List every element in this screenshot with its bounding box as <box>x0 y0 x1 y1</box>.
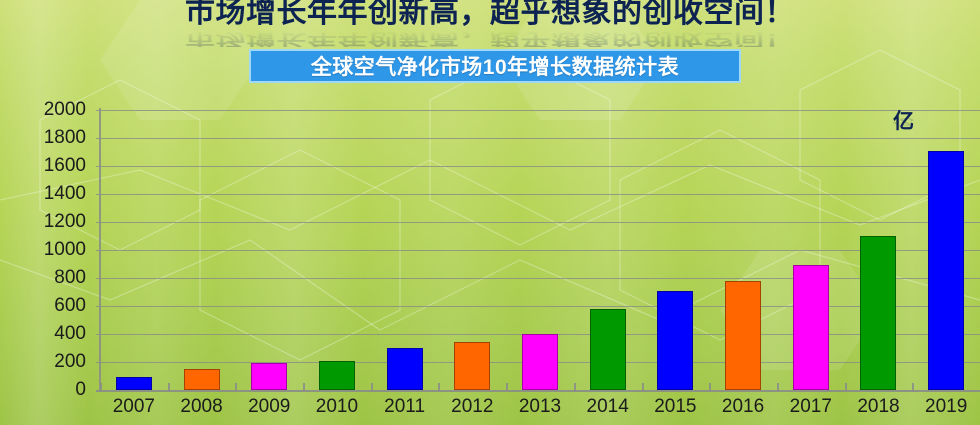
bar-2016 <box>725 280 762 390</box>
x-axis-tick <box>100 383 102 392</box>
gridline <box>96 166 980 167</box>
y-axis-tick-label: 1600 <box>43 155 86 176</box>
bar-2009 <box>251 362 288 390</box>
unit-annotation-reflection: 亿 <box>893 116 914 126</box>
y-axis-line <box>99 108 101 392</box>
bar-2010 <box>318 361 355 390</box>
page-title: 市场增长年年创新高，超乎想象的创收空间！ <box>185 0 795 29</box>
x-axis-tick-label: 2014 <box>586 396 629 417</box>
x-axis-tick <box>167 383 170 392</box>
x-axis-tick <box>506 383 509 392</box>
x-axis-tick <box>641 383 644 392</box>
gridline <box>96 222 980 223</box>
subtitle-banner: 全球空气净化市场10年增长数据统计表 <box>249 49 741 83</box>
x-axis-tick-label: 2007 <box>112 396 155 417</box>
x-axis-tick-label: 2018 <box>857 396 900 417</box>
bar-2014 <box>589 308 626 390</box>
bar-2017 <box>792 264 829 390</box>
y-axis-tick-label: 2000 <box>43 99 86 120</box>
y-axis-tick-label: 1000 <box>43 239 86 260</box>
x-axis-tick <box>303 383 306 392</box>
bar-2013 <box>522 334 558 390</box>
bar-2008 <box>183 369 220 390</box>
bar-2018 <box>860 236 897 390</box>
gridline <box>96 306 980 307</box>
gridline <box>96 138 980 139</box>
y-axis-tick-label: 600 <box>54 295 86 316</box>
y-axis-tick-label: 1200 <box>43 211 86 232</box>
x-axis-tick-label: 2011 <box>384 396 426 417</box>
y-axis-tick-label: 1800 <box>43 127 86 148</box>
gridline <box>96 194 980 195</box>
x-axis-tick-label: 2012 <box>451 396 494 417</box>
x-axis-tick <box>709 383 712 392</box>
headline-block: 市场增长年年创新高，超乎想象的创收空间！ 市场增长年年创新高，超乎想象的创收空间… <box>0 0 980 77</box>
x-axis-tick <box>370 383 373 392</box>
x-axis-tick-label: 2009 <box>248 396 291 417</box>
bar-2019 <box>928 150 965 390</box>
x-axis-tick-label: 2016 <box>721 396 765 417</box>
bar-2007 <box>115 377 152 390</box>
x-axis-tick <box>573 383 576 392</box>
x-axis-tick-label: 2015 <box>654 396 697 417</box>
x-axis-tick-label: 2019 <box>925 396 968 417</box>
unit-annotation: 亿 <box>893 110 914 133</box>
y-axis-tick-label: 200 <box>54 351 86 372</box>
x-axis-tick <box>844 383 847 392</box>
y-axis-labels: 2000 1800 1600 1400 1200 1000 800 600 400 200 0 <box>4 0 86 425</box>
x-axis-tick <box>776 383 779 392</box>
y-axis-tick-label: 800 <box>54 267 86 288</box>
bar-2012 <box>454 341 491 390</box>
bar-2015 <box>657 291 694 390</box>
x-axis-tick-label: 2010 <box>315 396 359 417</box>
y-axis-tick-label: 400 <box>54 323 86 344</box>
gridline <box>96 250 980 251</box>
x-axis-line <box>96 390 980 392</box>
x-axis-tick-label: 2008 <box>180 396 223 417</box>
y-axis-tick-label: 0 <box>75 379 86 400</box>
x-axis-tick-label: 2017 <box>789 396 832 417</box>
x-axis-tick <box>912 383 915 392</box>
y-axis-tick-label: 1400 <box>43 183 86 204</box>
bar-2011 <box>386 348 423 390</box>
x-axis-tick-label: 2013 <box>518 396 562 417</box>
x-axis-tick <box>235 383 238 392</box>
x-axis-tick <box>438 383 441 392</box>
subtitle-banner-label: 全球空气净化市场10年增长数据统计表 <box>310 56 680 79</box>
gridline <box>96 110 980 111</box>
gridline <box>96 278 980 279</box>
